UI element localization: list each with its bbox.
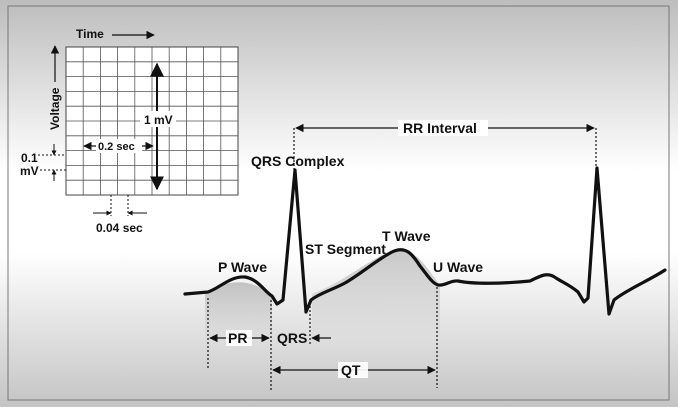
qt-label: QT (341, 362, 361, 378)
t-wave-label: T Wave (382, 228, 431, 244)
frame (7, 5, 670, 401)
st-segment-label: ST Segment (305, 241, 386, 257)
p-wave-shade (205, 282, 272, 340)
rr-interval-label: RR Interval (403, 120, 477, 136)
p-wave-label: P Wave (218, 259, 267, 275)
one-mv-label: 1 mV (144, 113, 173, 127)
u-wave-label: U Wave (433, 259, 483, 275)
point-one-mv-unit: mV (20, 164, 39, 178)
point-zero-four-sec-label: 0.04 sec (96, 221, 143, 235)
t-wave-shade (312, 249, 440, 340)
qrs-complex-label: QRS Complex (251, 153, 345, 169)
time-label: Time (76, 27, 104, 41)
point-one-mv-label: 0.1 (21, 151, 38, 165)
voltage-label: Voltage (48, 87, 62, 130)
pr-label: PR (228, 330, 247, 346)
ecg-waveform (183, 166, 667, 316)
qrs-label: QRS (277, 330, 307, 346)
point-two-sec-label: 0.2 sec (98, 141, 135, 153)
